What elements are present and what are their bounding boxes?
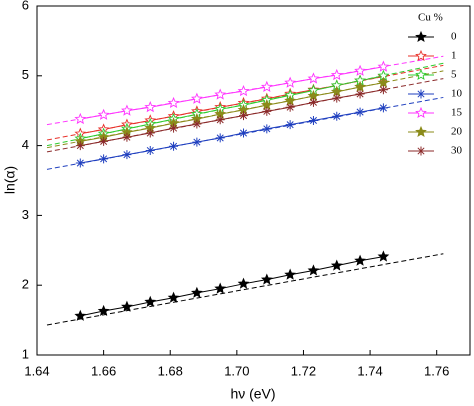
marker	[122, 132, 132, 142]
marker	[97, 304, 110, 317]
x-axis-label: hν (eV)	[230, 386, 275, 402]
marker	[214, 282, 227, 294]
legend-marker	[415, 68, 427, 80]
series-line	[80, 107, 384, 164]
legend-marker	[415, 30, 427, 42]
marker	[99, 154, 109, 164]
x-tick-label: 1.74	[357, 363, 382, 378]
legend-marker	[416, 89, 426, 99]
y-tick-label: 3	[22, 207, 29, 222]
marker	[75, 141, 85, 151]
legend-label: 15	[451, 107, 463, 119]
marker	[354, 80, 366, 92]
marker	[215, 115, 225, 125]
marker	[74, 309, 87, 321]
marker	[237, 277, 250, 289]
marker	[260, 80, 273, 92]
marker	[377, 250, 390, 262]
marker	[169, 141, 179, 151]
marker	[262, 124, 272, 134]
marker	[355, 89, 365, 99]
marker	[169, 123, 179, 133]
marker	[330, 68, 343, 81]
legend-title: Cu %	[418, 12, 443, 24]
x-tick-label: 1.66	[91, 363, 116, 378]
marker	[285, 102, 295, 112]
y-tick-label: 4	[22, 137, 29, 152]
x-tick-label: 1.64	[24, 363, 49, 378]
x-tick-label: 1.72	[291, 363, 316, 378]
marker	[308, 115, 318, 125]
legend-label: 20	[451, 126, 463, 138]
legend-label: 1	[451, 50, 457, 62]
marker	[167, 96, 180, 109]
legend-label: 10	[451, 88, 463, 100]
marker	[144, 295, 157, 307]
fit-line	[46, 253, 444, 326]
marker	[307, 264, 320, 276]
marker	[122, 150, 132, 160]
marker	[285, 120, 295, 130]
legend-marker	[415, 49, 427, 61]
marker	[191, 286, 203, 298]
marker	[354, 64, 366, 76]
marker	[378, 85, 388, 95]
marker	[332, 93, 342, 103]
y-tick-label: 1	[22, 346, 29, 361]
marker	[239, 128, 249, 138]
marker	[355, 107, 365, 117]
y-tick-label: 2	[22, 277, 29, 292]
marker	[354, 254, 366, 266]
marker	[378, 103, 388, 113]
legend-label: 30	[451, 145, 463, 157]
y-tick-label: 6	[22, 0, 29, 12]
plot-frame	[36, 5, 471, 356]
marker	[121, 300, 133, 312]
legend-marker	[416, 146, 426, 156]
x-tick-label: 1.68	[158, 363, 183, 378]
marker	[332, 111, 342, 121]
marker	[377, 60, 390, 72]
series-line	[80, 89, 384, 147]
legend-label: 5	[451, 69, 457, 81]
marker	[144, 101, 157, 113]
marker	[330, 259, 343, 271]
x-tick-label: 1.70	[224, 363, 249, 378]
legend-marker	[415, 125, 427, 137]
marker	[284, 268, 297, 280]
marker	[239, 111, 249, 121]
marker	[167, 291, 180, 303]
marker	[145, 128, 155, 138]
marker	[284, 76, 297, 88]
y-axis-label: ln(α)	[2, 166, 18, 194]
marker	[262, 106, 272, 116]
legend-label: 0	[451, 31, 457, 43]
marker	[237, 84, 250, 97]
marker	[215, 133, 225, 143]
marker	[74, 112, 87, 125]
x-tick-label: 1.76	[424, 363, 449, 378]
marker	[75, 158, 85, 168]
marker	[99, 136, 109, 146]
marker	[192, 119, 202, 129]
marker	[260, 273, 273, 285]
marker	[377, 76, 390, 88]
marker	[214, 88, 227, 100]
marker	[308, 97, 318, 107]
marker	[191, 92, 203, 104]
y-tick-label: 5	[22, 67, 29, 82]
marker	[145, 145, 155, 155]
marker	[121, 104, 133, 116]
marker	[97, 108, 110, 120]
marker	[192, 137, 202, 147]
marker	[307, 72, 320, 84]
legend-marker	[415, 106, 427, 118]
